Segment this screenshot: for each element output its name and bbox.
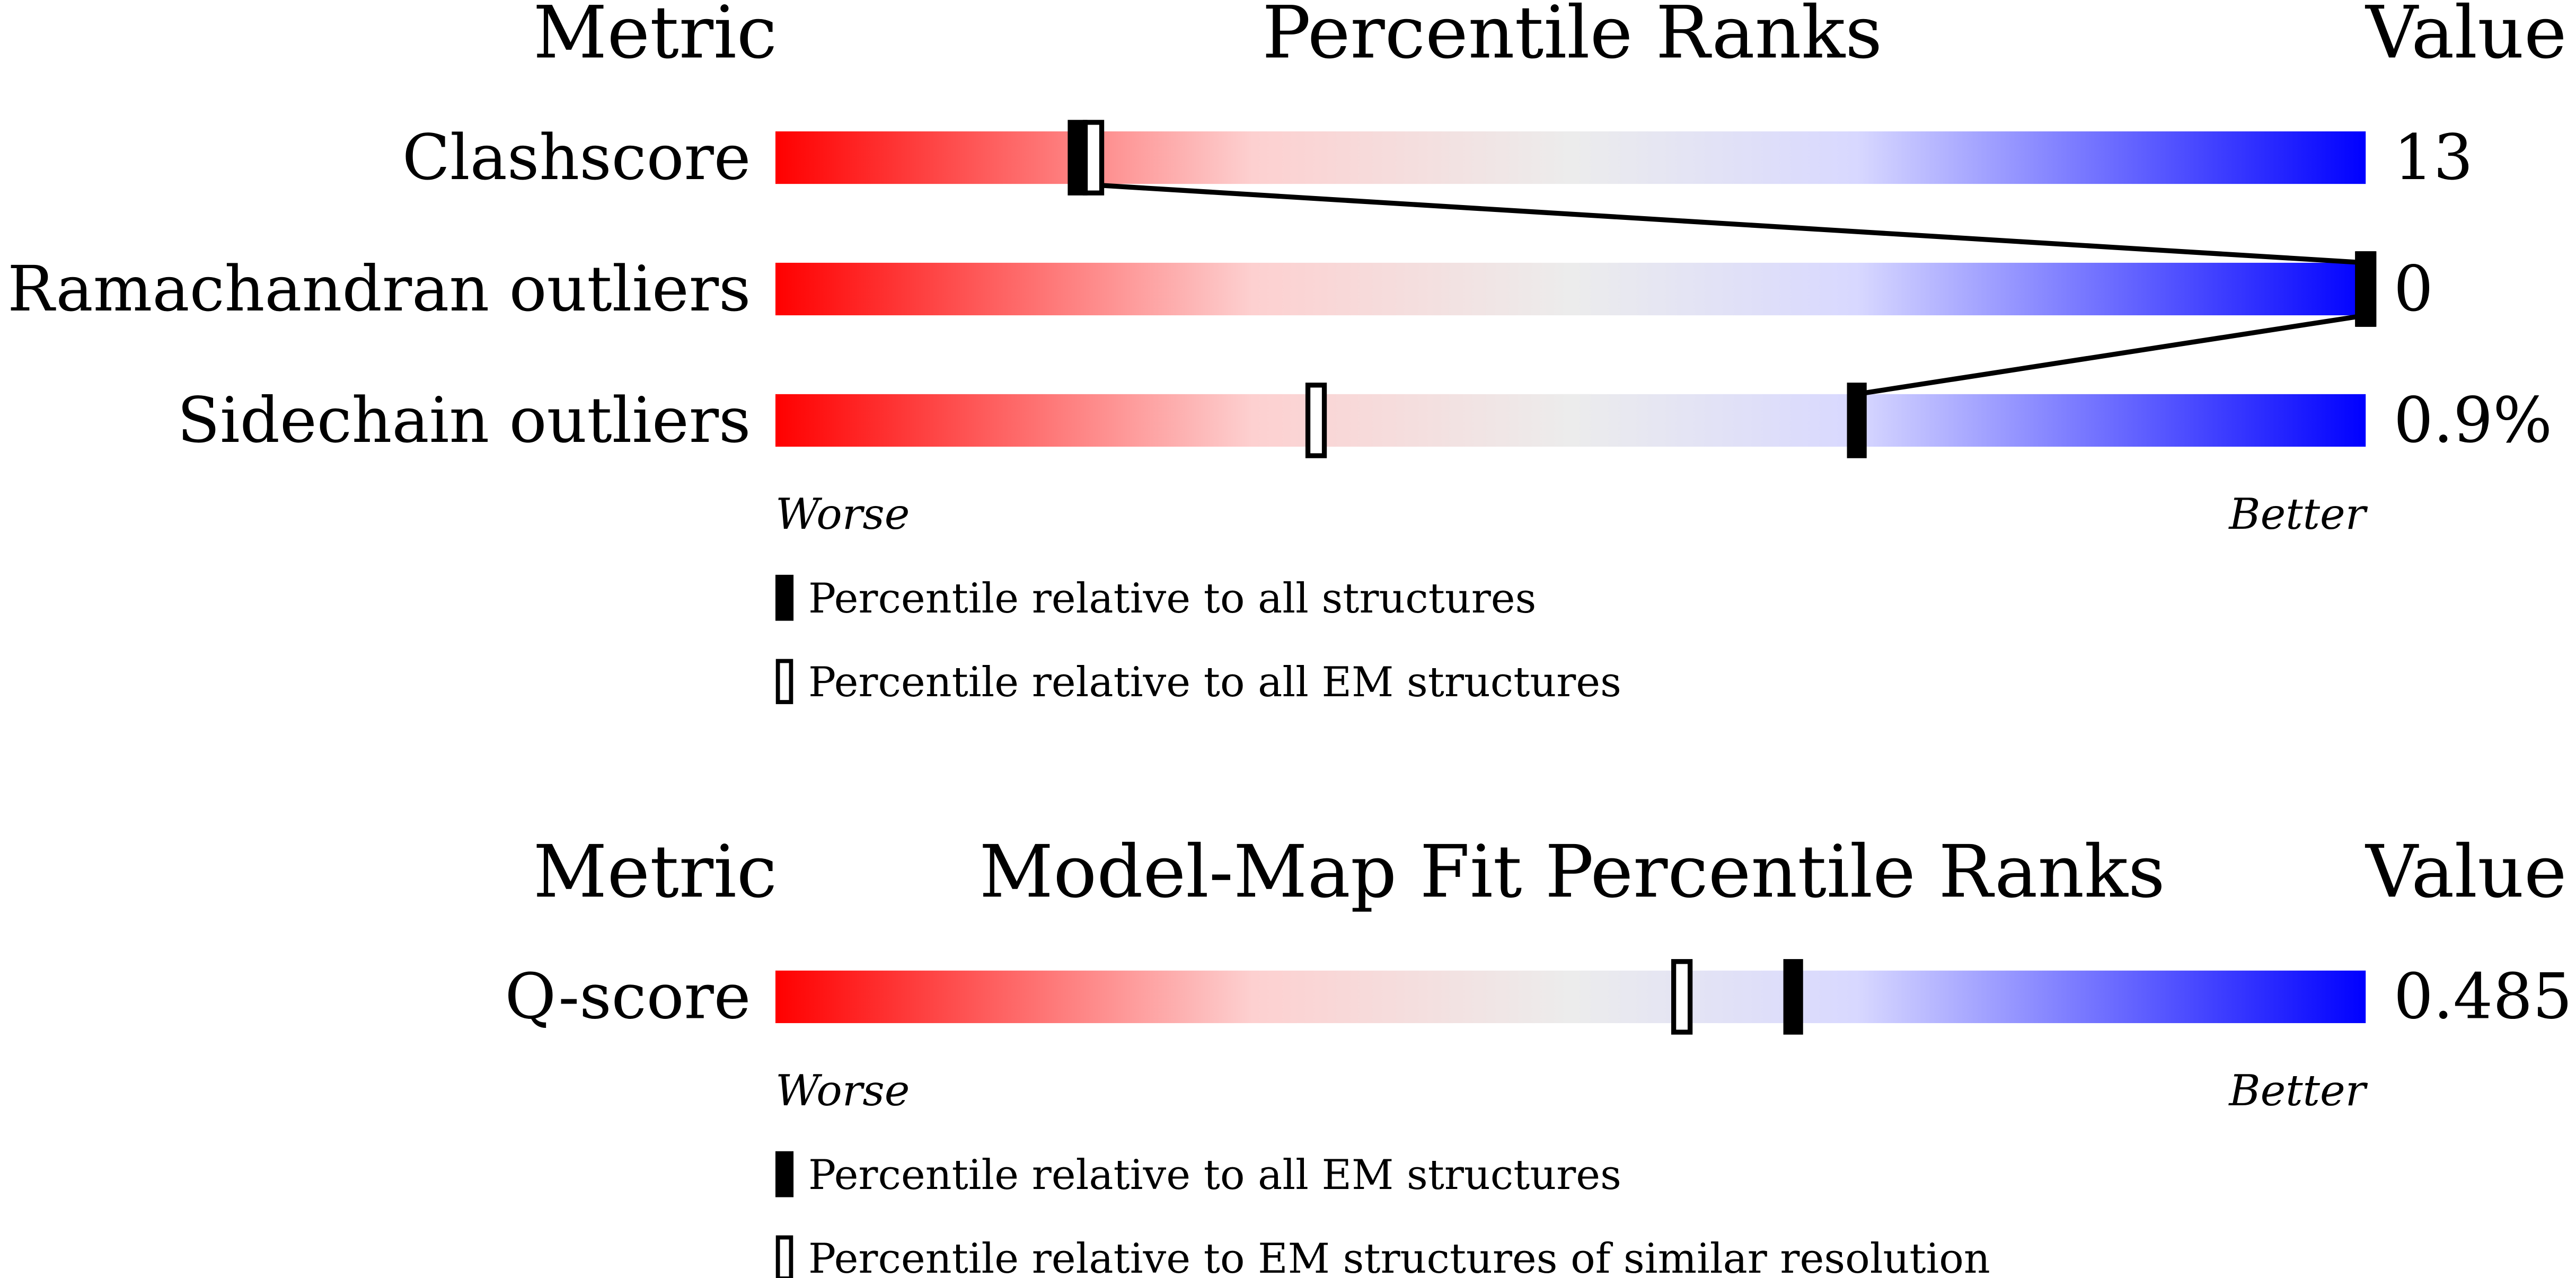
percentile-marker-filled: [1783, 959, 1803, 1035]
connector-line: [1077, 181, 2366, 265]
percentile-marker-filled: [1068, 120, 1088, 196]
legend-label: Percentile relative to all structures: [808, 575, 1536, 623]
gradient-bar: [775, 970, 2366, 1023]
legend-marker-open: [775, 659, 793, 704]
gradient-bar: [775, 394, 2366, 447]
metric-label: Sidechain outliers: [177, 384, 751, 457]
gradient-bar: [775, 262, 2366, 316]
metric-label: Clashscore: [402, 121, 751, 194]
chart-title: Model-Map Fit Percentile Ranks: [980, 830, 2165, 914]
percentile-marker-filled: [2356, 251, 2376, 327]
worse-label: Worse: [775, 490, 910, 539]
metric-value: 0.485: [2394, 961, 2572, 1033]
legend-marker-filled: [775, 1151, 794, 1197]
connector-line: [1856, 313, 2366, 397]
legend-marker-open: [775, 1235, 793, 1278]
percentile-marker-open: [1305, 383, 1327, 458]
legend-label: Percentile relative to all EM structures: [808, 1151, 1621, 1199]
legend-marker-filled: [775, 574, 794, 621]
legend-label: Percentile relative to all EM structures: [808, 659, 1621, 706]
chart-title: Percentile Ranks: [1262, 0, 1882, 75]
percentile-marker-filled: [1847, 383, 1867, 458]
gradient-bar: [775, 131, 2366, 184]
better-label: Better: [2228, 490, 2368, 539]
better-label: Better: [2228, 1066, 2368, 1116]
value-header: Value: [2365, 830, 2566, 914]
metric-header: Metric: [533, 830, 777, 914]
metric-header: Metric: [533, 0, 777, 75]
metric-value: 0: [2394, 253, 2433, 325]
worse-label: Worse: [775, 1066, 910, 1116]
metric-value: 13: [2394, 121, 2473, 194]
legend-label: Percentile relative to EM structures of …: [808, 1235, 1990, 1278]
value-header: Value: [2365, 0, 2566, 75]
percentile-marker-open: [1082, 120, 1105, 196]
metric-label: Ramachandran outliers: [7, 253, 751, 325]
metric-value: 0.9%: [2394, 384, 2552, 457]
percentile-marker-open: [1671, 959, 1693, 1035]
metric-label: Q-score: [505, 961, 751, 1033]
